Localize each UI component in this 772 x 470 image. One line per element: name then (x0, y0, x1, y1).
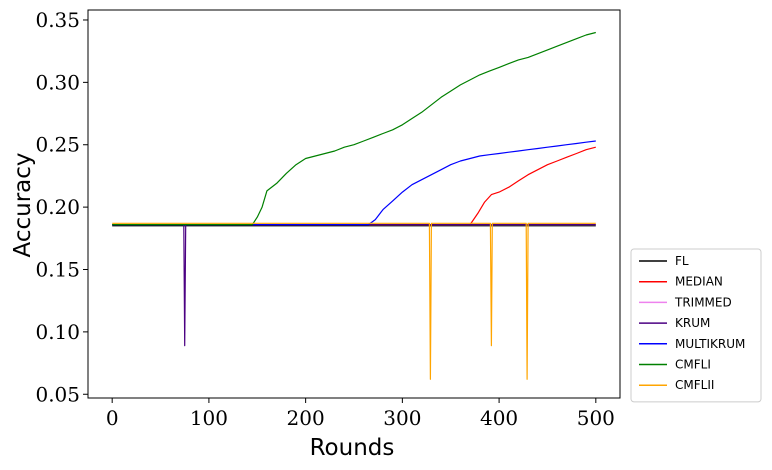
legend-label: KRUM (675, 316, 710, 330)
y-tick-label: 0.20 (35, 195, 80, 219)
legend: FL MEDIAN TRIMMED KRUM MULTIKRUM CMFLI CMFLII (630, 248, 762, 403)
series-line-median (112, 146, 596, 226)
series-line-krum (112, 224, 596, 347)
series-layer (112, 31, 596, 380)
x-tick-label: 0 (106, 406, 119, 430)
legend-label: TRIMMED (674, 295, 732, 309)
ticks-layer: 0 100 200 300 400 500 0.05 0.10 0.15 0.20 0.25 0.30… (35, 8, 614, 430)
legend-label: MULTIKRUM (675, 337, 745, 351)
x-axis-title: Rounds (310, 435, 395, 461)
series-line-cmflii (112, 222, 596, 380)
y-tick-label: 0.35 (35, 8, 80, 32)
x-tick-label: 100 (190, 406, 228, 430)
y-tick-label: 0.30 (35, 70, 80, 94)
series-line-cmfli (112, 31, 596, 226)
x-tick-label: 200 (287, 406, 325, 430)
plot-border (87, 9, 621, 399)
legend-label: CMFLII (675, 378, 714, 392)
y-tick-label: 0.05 (35, 382, 80, 406)
x-tick-label: 400 (480, 406, 518, 430)
axes-frame (87, 9, 621, 399)
legend-box (630, 248, 762, 403)
legend-label: FL (675, 254, 689, 268)
y-axis-title: Accuracy (10, 152, 36, 257)
legend-label: CMFLI (675, 358, 711, 372)
y-tick-label: 0.10 (35, 320, 80, 344)
legend-label: MEDIAN (675, 275, 723, 289)
x-tick-label: 500 (577, 406, 615, 430)
series-line-multikrum (112, 140, 596, 226)
y-tick-label: 0.25 (35, 133, 80, 157)
y-tick-label: 0.15 (35, 257, 80, 281)
x-tick-label: 300 (383, 406, 421, 430)
